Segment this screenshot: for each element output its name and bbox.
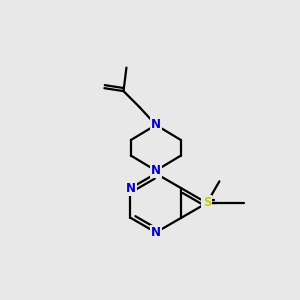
Text: N: N (151, 118, 161, 131)
Text: N: N (151, 164, 161, 177)
Text: N: N (125, 182, 135, 195)
Text: N: N (151, 226, 161, 239)
Text: S: S (202, 196, 211, 209)
